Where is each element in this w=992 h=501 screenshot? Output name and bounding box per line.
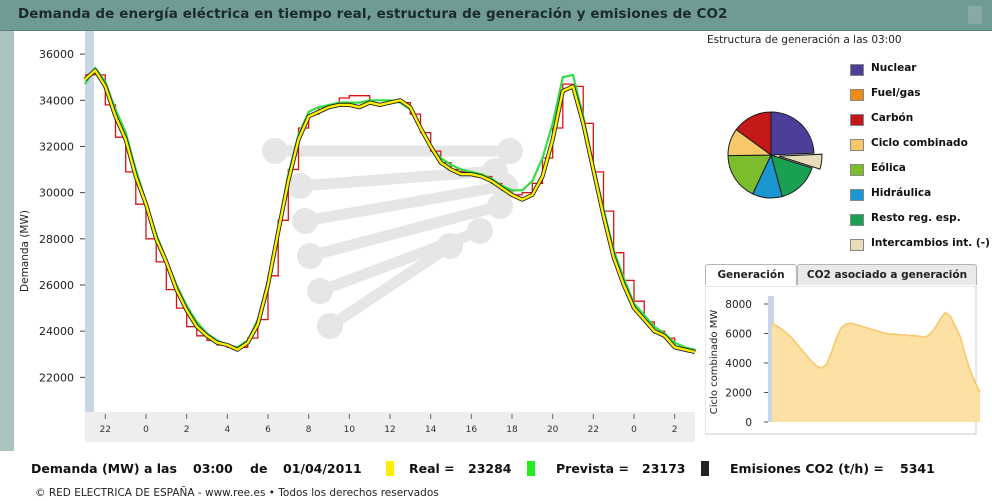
x-tick-label: 2 <box>184 425 190 435</box>
mini-y-tick-label: 6000 <box>725 329 752 341</box>
mini-y-tick-label: 0 <box>745 417 752 429</box>
pie-slice-intercambios <box>778 153 823 170</box>
emisiones-value: 5341 <box>900 461 935 476</box>
y-tick-label: 34000 <box>39 94 74 107</box>
prevista-color-icon <box>527 461 535 476</box>
x-tick-label: 14 <box>425 425 437 435</box>
logo-bar <box>304 200 506 262</box>
logo-dot <box>437 233 463 259</box>
copyright: © RED ELECTRICA DE ESPAÑA - www.ree.es •… <box>35 487 439 499</box>
pie-slice-eolica <box>727 154 772 195</box>
footer-readout: Demanda (MW) a las 03:00 de 01/04/2011 R… <box>0 458 992 480</box>
legend-swatch <box>850 189 864 201</box>
y-tick-label: 30000 <box>39 187 74 200</box>
logo-bar <box>314 225 486 297</box>
logo-dot <box>292 208 318 234</box>
pie-title: Estructura de generación a las 03:00 <box>707 34 902 46</box>
x-tick-label: 12 <box>384 425 395 435</box>
logo-dot <box>497 138 523 164</box>
legend-swatch <box>850 89 864 101</box>
real-value: 23284 <box>468 461 512 476</box>
x-tick-label: 22 <box>100 425 111 435</box>
y-tick-label: 36000 <box>39 48 74 61</box>
real-label: Real = <box>409 461 455 476</box>
ciclo-combinado-line <box>771 311 981 393</box>
x-tick-label: 20 <box>547 425 559 435</box>
mini-y-tick-label: 4000 <box>725 358 752 370</box>
y-axis-title: Demanda (MW) <box>19 210 31 292</box>
logo-dot <box>307 278 333 304</box>
window-control[interactable] <box>968 6 982 24</box>
ciclo-combinado-area <box>772 312 980 422</box>
logo-dot <box>317 313 343 339</box>
pie-slice-carbon <box>735 111 772 156</box>
x-tick-label: 4 <box>224 425 230 435</box>
prevista-value: 23173 <box>642 461 686 476</box>
y-tick-label: 22000 <box>39 371 74 384</box>
y-tick-label: 28000 <box>39 233 74 246</box>
de-label: de <box>250 461 268 476</box>
legend-swatch <box>850 239 864 251</box>
logo-bar <box>324 240 456 332</box>
left-frame <box>0 31 14 451</box>
legend-swatch <box>850 114 864 126</box>
page-title: Demanda de energía eléctrica en tiempo r… <box>18 6 728 22</box>
mini-y-tick-label: 2000 <box>725 388 752 400</box>
demand-chart[interactable]: 2200024000260002800030000320003400036000… <box>0 31 700 456</box>
y-tick-label: 26000 <box>39 279 74 292</box>
time-value: 03:00 <box>193 461 233 476</box>
y-axis-strip <box>85 31 94 412</box>
x-tick-label: 0 <box>631 425 637 435</box>
x-tick-label: 0 <box>143 425 149 435</box>
x-tick-label: 16 <box>466 425 478 435</box>
title-bar: Demanda de energía eléctrica en tiempo r… <box>0 0 992 31</box>
mini-y-tick-label: 8000 <box>725 299 752 311</box>
real-color-icon <box>386 461 394 476</box>
logo-dot <box>262 138 288 164</box>
logo-dot <box>467 218 493 244</box>
legend-swatch <box>850 64 864 76</box>
y-tick-label: 32000 <box>39 140 74 153</box>
legend-swatch <box>850 164 864 176</box>
legend-swatch <box>850 214 864 226</box>
logo-bar <box>299 180 511 227</box>
mini-y-axis-title: Ciclo combinado MW <box>709 310 720 415</box>
series-real-line <box>84 69 696 354</box>
demanda-label: Demanda (MW) a las <box>31 461 177 476</box>
x-tick-label: 2 <box>672 425 678 435</box>
plot-area <box>85 31 695 412</box>
ciclo-combinado-chart[interactable]: 0 2000 4000 6000 8000 Ciclo combinado MW <box>705 286 987 436</box>
x-tick-label: 8 <box>306 425 312 435</box>
y-tick-label: 24000 <box>39 325 74 338</box>
legend-swatch <box>850 139 864 151</box>
prevista-label: Prevista = <box>556 461 629 476</box>
logo-dot <box>287 173 313 199</box>
x-tick-label: 10 <box>344 425 356 435</box>
emisiones-label: Emisiones CO2 (t/h) = <box>730 461 884 476</box>
logo-dot <box>297 243 323 269</box>
pie-slice-nuclear <box>770 111 815 156</box>
x-tick-label: 22 <box>588 425 599 435</box>
emisiones-color-icon <box>701 461 709 476</box>
generation-pie-chart[interactable] <box>716 100 836 210</box>
tab-co2[interactable]: CO2 asociado a generación <box>797 264 977 285</box>
logo-dot <box>487 193 513 219</box>
mini-chart-tabs: Generación CO2 asociado a generación <box>705 264 977 286</box>
x-tick-label: 18 <box>506 425 518 435</box>
x-tick-label: 6 <box>265 425 271 435</box>
mini-y-axis-strip <box>768 296 774 422</box>
tab-generacion[interactable]: Generación <box>705 264 797 285</box>
date-value: 01/04/2011 <box>283 461 362 476</box>
